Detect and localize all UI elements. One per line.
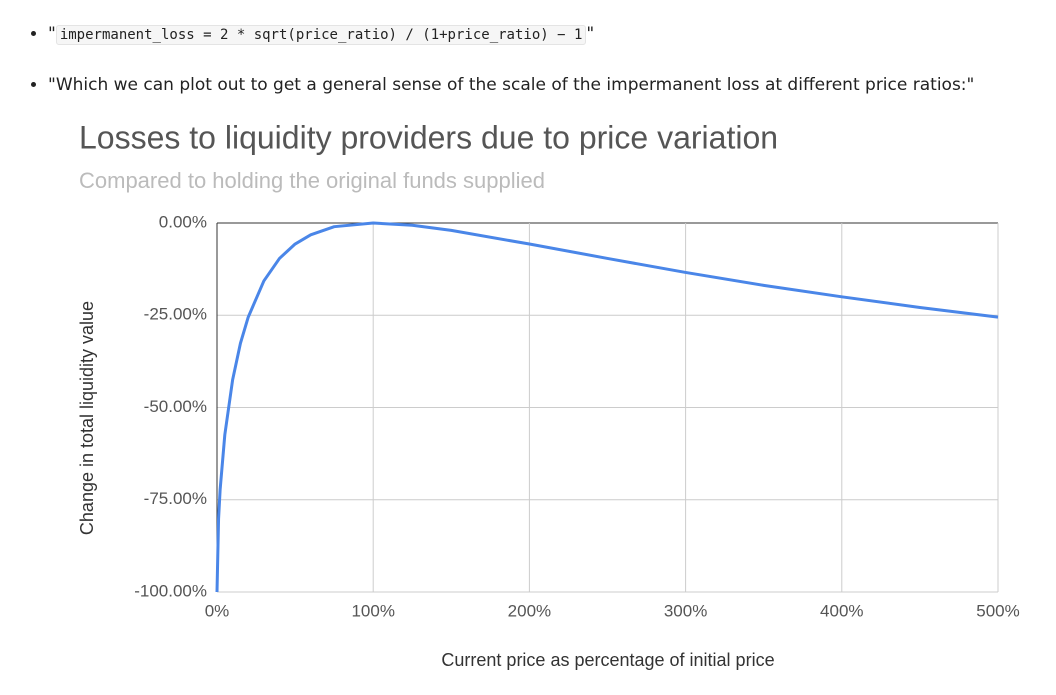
quote: " (586, 24, 595, 44)
y-tick-label: -100.00% (134, 581, 207, 600)
y-tick-label: -50.00% (144, 397, 207, 416)
y-axis-label: Change in total liquidity value (77, 301, 97, 535)
x-tick-label: 400% (820, 601, 863, 620)
x-tick-label: 200% (508, 601, 551, 620)
x-tick-label: 500% (976, 601, 1019, 620)
bullet: "Which we can plot out to get a general … (48, 71, 974, 99)
chart-title: Losses to liquidity providers due to pri… (79, 119, 778, 155)
bullet: "impermanent_loss = 2 * sqrt(price_ratio… (48, 20, 974, 49)
x-tick-label: 0% (205, 601, 230, 620)
quote: " (48, 24, 56, 44)
y-tick-label: -75.00% (144, 489, 207, 508)
code: impermanent_loss = 2 * sqrt(price_ratio)… (55, 25, 587, 45)
y-tick-label: 0.00% (159, 212, 207, 231)
x-tick-label: 300% (664, 601, 707, 620)
y-tick-label: -25.00% (144, 305, 207, 324)
line (215, 221, 999, 593)
bullet-text: "Which we can plot out to get a general … (48, 75, 975, 95)
chart-subtitle: Compared to holding the original funds s… (79, 168, 545, 193)
x-axis-label: Current price as percentage of initial p… (441, 650, 774, 670)
x-tick-label: 100% (351, 601, 394, 620)
bullet-list: "impermanent_loss = 2 * sqrt(price_ratio… (10, 20, 974, 121)
